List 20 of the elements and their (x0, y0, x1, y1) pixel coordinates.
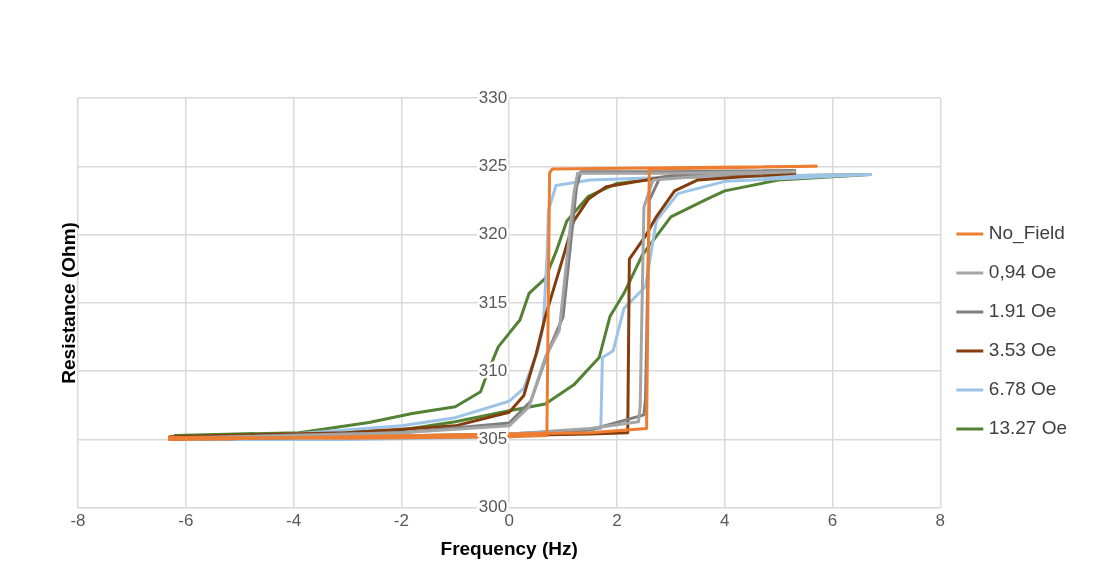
legend-label: 6.78 Oe (988, 378, 1057, 400)
x-tick-label: 8 (935, 510, 946, 530)
x-axis-title: Frequency (Hz) (440, 537, 578, 559)
y-tick-label: 330 (478, 87, 508, 107)
x-tick-label: 4 (720, 510, 730, 530)
legend-label: 3.53 Oe (988, 339, 1057, 361)
x-tick-label: -6 (178, 510, 194, 530)
legend-label: 13.27 Oe (988, 417, 1067, 439)
legend-label: No_Field (988, 222, 1065, 245)
y-tick-label: 320 (478, 224, 508, 244)
y-tick-label: 325 (478, 155, 508, 175)
y-tick-label: 315 (478, 292, 508, 312)
x-tick-label: -2 (393, 510, 409, 530)
x-tick-label: 2 (612, 510, 622, 530)
y-axis-title: Resistance (Ohm) (58, 222, 80, 384)
x-tick-label: 6 (827, 510, 838, 530)
x-tick-label: -4 (286, 510, 302, 530)
x-tick-label: -8 (70, 510, 86, 530)
legend-label: 0,94 Oe (988, 261, 1057, 283)
legend-label: 1.91 Oe (988, 300, 1057, 322)
